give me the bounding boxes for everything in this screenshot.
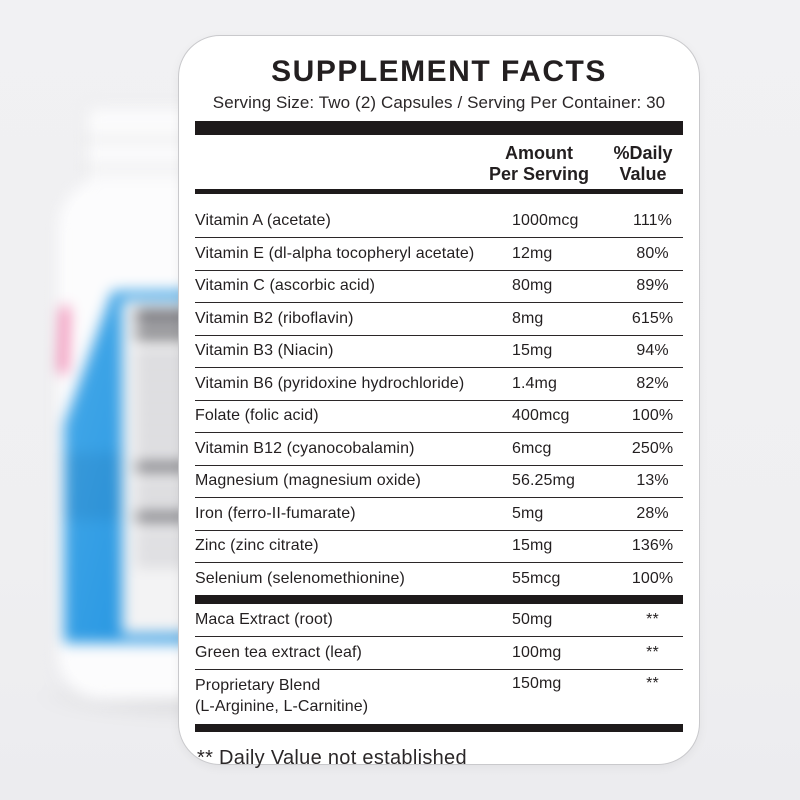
facts-title: SUPPLEMENT FACTS bbox=[271, 55, 607, 88]
nutrient-amount: 15mg bbox=[512, 342, 553, 360]
nutrient-row: Vitamin A (acetate) 1000mcg 111% bbox=[195, 194, 683, 238]
nutrient-amount: 5mg bbox=[512, 504, 544, 522]
nutrient-daily-value: 82% bbox=[636, 374, 669, 392]
column-header-amount: Amount Per Serving bbox=[475, 143, 603, 185]
nutrient-amount: 150mg bbox=[512, 674, 562, 692]
nutrient-name-line2: (L-Arginine, L-Carnitine) bbox=[195, 697, 369, 715]
amount-header-line2: Per Serving bbox=[488, 164, 590, 184]
nutrient-amount: 80mg bbox=[512, 277, 553, 295]
botanical-row: Maca Extract (root) 50mg ** bbox=[195, 604, 683, 637]
nutrient-amount: 15mg bbox=[512, 537, 553, 555]
nutrient-daily-value: ** bbox=[646, 674, 659, 692]
footnote: ** Daily Value not established bbox=[197, 746, 467, 769]
nutrient-amount: 55mcg bbox=[512, 569, 561, 587]
nutrient-name: Folate (folic acid) bbox=[195, 407, 319, 425]
nutrient-row: Iron (ferro-II-fumarate) 5mg 28% bbox=[195, 498, 683, 531]
nutrient-amount: 400mcg bbox=[512, 407, 570, 425]
group-divider-bar bbox=[195, 594, 683, 604]
nutrient-name: Vitamin B2 (riboflavin) bbox=[195, 309, 354, 327]
nutrient-daily-value: 80% bbox=[636, 244, 669, 262]
nutrient-daily-value: 13% bbox=[636, 472, 669, 490]
top-divider-bar bbox=[195, 121, 683, 135]
daily-header-line1: %Daily bbox=[613, 143, 673, 163]
nutrient-name: Green tea extract (leaf) bbox=[195, 643, 362, 661]
nutrient-amount: 8mg bbox=[512, 309, 544, 327]
nutrient-amount: 1.4mg bbox=[512, 374, 557, 392]
nutrient-name: Vitamin B3 (Niacin) bbox=[195, 342, 334, 360]
nutrient-row: Vitamin B2 (riboflavin) 8mg 615% bbox=[195, 303, 683, 336]
nutrient-row: Vitamin B3 (Niacin) 15mg 94% bbox=[195, 336, 683, 368]
nutrient-amount: 12mg bbox=[512, 244, 553, 262]
nutrient-name: Selenium (selenomethionine) bbox=[195, 569, 405, 587]
nutrient-amount: 50mg bbox=[512, 610, 553, 628]
nutrient-row: Magnesium (magnesium oxide) 56.25mg 13% bbox=[195, 466, 683, 498]
nutrient-row: Vitamin B6 (pyridoxine hydrochloride) 1.… bbox=[195, 368, 683, 401]
nutrient-row: Vitamin E (dl-alpha tocopheryl acetate) … bbox=[195, 238, 683, 271]
nutrient-name: Iron (ferro-II-fumarate) bbox=[195, 504, 356, 522]
nutrient-row: Vitamin B12 (cyanocobalamin) 6mcg 250% bbox=[195, 433, 683, 466]
supplement-facts-card: SUPPLEMENT FACTS Serving Size: Two (2) C… bbox=[178, 35, 700, 769]
nutrient-name: Vitamin A (acetate) bbox=[195, 212, 331, 229]
nutrient-daily-value: 615% bbox=[631, 309, 674, 327]
nutrient-amount: 100mg bbox=[512, 643, 562, 661]
bottom-divider-bar bbox=[195, 723, 683, 732]
nutrient-daily-value: 89% bbox=[636, 277, 669, 295]
nutrient-name: Vitamin C (ascorbic acid) bbox=[195, 277, 376, 295]
nutrient-name: Proprietary Blend (L-Arginine, L-Carniti… bbox=[195, 675, 512, 717]
nutrient-daily-value: 136% bbox=[631, 537, 674, 555]
nutrient-daily-value: 111% bbox=[633, 212, 672, 229]
nutrient-name: Zinc (zinc citrate) bbox=[195, 537, 319, 555]
serving-size-line: Serving Size: Two (2) Capsules / Serving… bbox=[212, 93, 666, 112]
nutrient-amount: 56.25mg bbox=[512, 472, 575, 490]
nutrient-name: Vitamin E (dl-alpha tocopheryl acetate) bbox=[195, 244, 475, 262]
botanical-row: Green tea extract (leaf) 100mg ** bbox=[195, 637, 683, 670]
column-header-row: Amount Per Serving %Daily Value bbox=[195, 143, 683, 194]
nutrient-row: Vitamin C (ascorbic acid) 80mg 89% bbox=[195, 271, 683, 303]
nutrient-daily-value: 100% bbox=[631, 569, 674, 587]
nutrient-daily-value: 100% bbox=[631, 407, 674, 425]
nutrient-name-line1: Proprietary Blend bbox=[195, 676, 321, 694]
nutrient-row: Selenium (selenomethionine) 55mcg 100% bbox=[195, 563, 683, 595]
nutrient-name: Vitamin B12 (cyanocobalamin) bbox=[195, 439, 415, 457]
nutrient-daily-value: ** bbox=[646, 643, 659, 661]
nutrient-name: Maca Extract (root) bbox=[195, 610, 333, 628]
nutrient-amount: 6mcg bbox=[512, 439, 552, 457]
nutrient-daily-value: 94% bbox=[636, 342, 669, 360]
nutrient-daily-value: 28% bbox=[636, 504, 669, 522]
nutrient-daily-value: ** bbox=[646, 610, 659, 628]
amount-header-line1: Amount bbox=[505, 143, 573, 163]
nutrient-name: Magnesium (magnesium oxide) bbox=[195, 472, 421, 490]
nutrient-row: Zinc (zinc citrate) 15mg 136% bbox=[195, 531, 683, 563]
botanical-row: Proprietary Blend (L-Arginine, L-Carniti… bbox=[195, 670, 683, 724]
daily-header-line2: Value bbox=[619, 164, 667, 184]
nutrient-row: Folate (folic acid) 400mcg 100% bbox=[195, 401, 683, 433]
nutrient-name: Vitamin B6 (pyridoxine hydrochloride) bbox=[195, 374, 465, 392]
nutrient-daily-value: 250% bbox=[631, 439, 674, 457]
column-header-daily-value: %Daily Value bbox=[603, 143, 683, 185]
nutrient-amount: 1000mcg bbox=[512, 212, 579, 229]
